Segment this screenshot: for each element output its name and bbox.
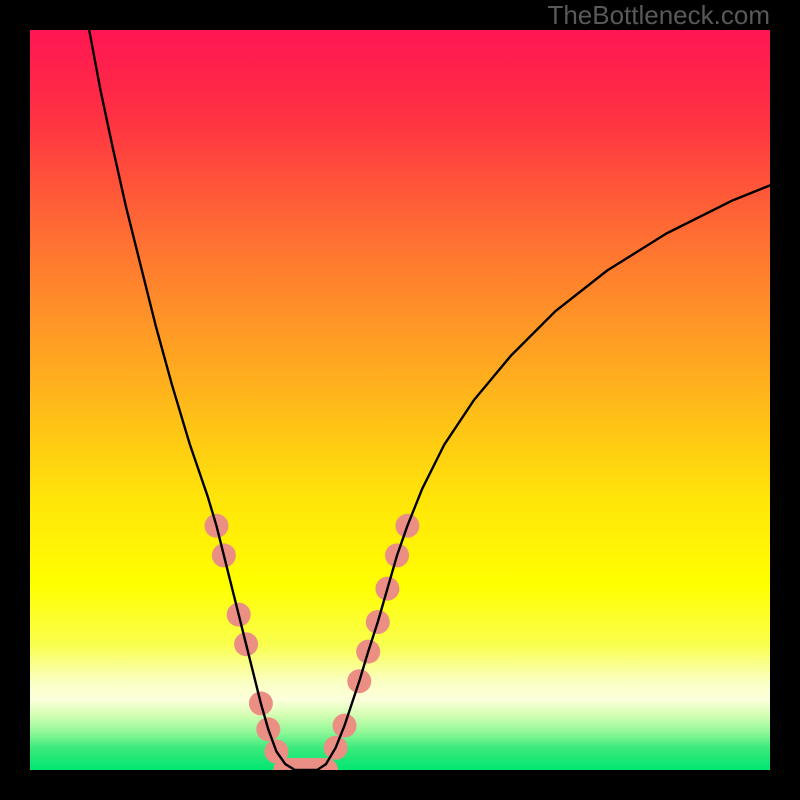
- curve-layer: [30, 30, 770, 770]
- chart-stage: TheBottleneck.com: [0, 0, 800, 800]
- plot-area: [30, 30, 770, 770]
- watermark-text: TheBottleneck.com: [547, 0, 770, 31]
- bottleneck-curve: [89, 30, 770, 770]
